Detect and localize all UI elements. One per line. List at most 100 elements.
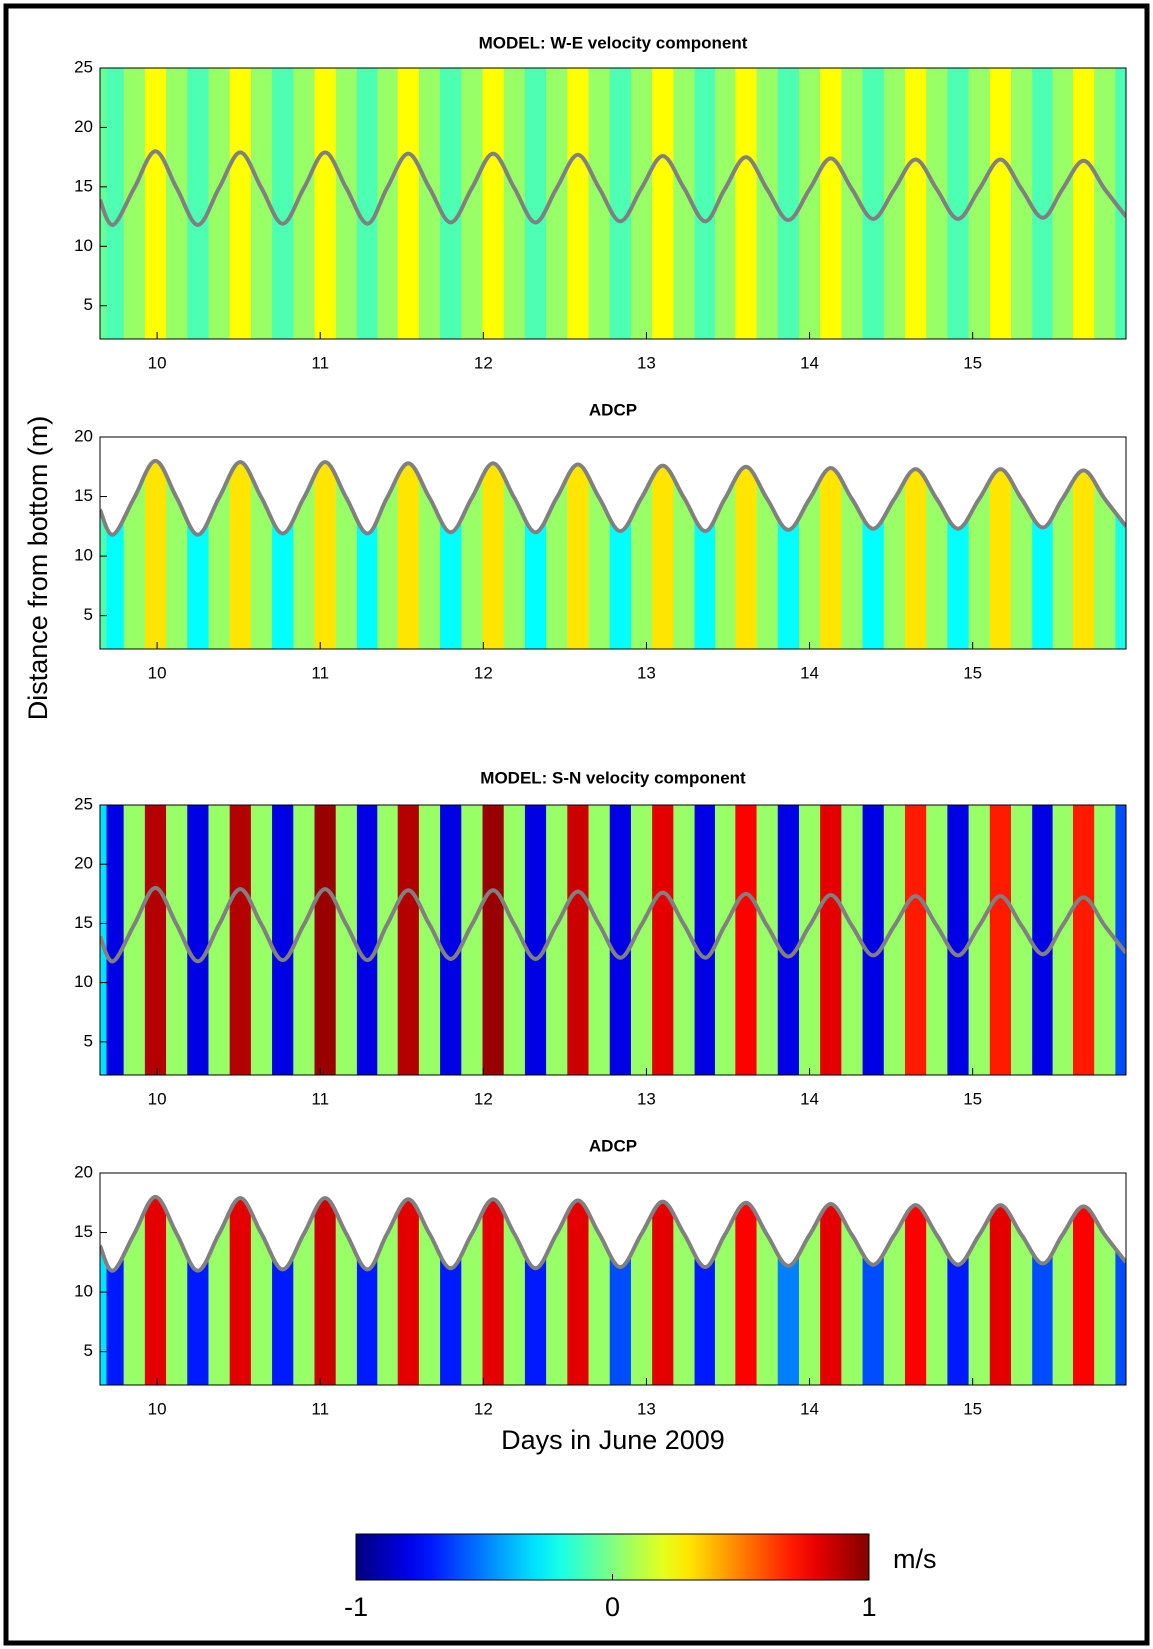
velocity-cell	[166, 805, 188, 1075]
velocity-cell	[482, 460, 505, 649]
x-tick-label: 10	[148, 1089, 167, 1108]
x-tick-label: 14	[800, 1399, 819, 1418]
x-tick-label: 15	[963, 1399, 982, 1418]
x-tick-label: 10	[148, 663, 167, 682]
velocity-cell	[714, 805, 736, 1075]
velocity-cell	[968, 1196, 991, 1385]
velocity-cell	[144, 1196, 167, 1385]
surface-line	[100, 149, 1126, 227]
velocity-cell	[756, 1196, 779, 1385]
velocity-cell	[820, 68, 842, 339]
velocity-cell	[1072, 68, 1095, 339]
y-tick-label: 20	[74, 854, 93, 873]
x-tick-label: 11	[311, 663, 329, 682]
velocity-cell	[1011, 460, 1033, 649]
velocity-cell	[820, 1196, 842, 1385]
velocity-cell	[904, 805, 927, 1075]
colorbar-label: m/s	[893, 1544, 937, 1574]
plot-frame	[99, 804, 1127, 1076]
velocity-cell	[694, 68, 716, 339]
velocity-cell	[673, 805, 696, 1075]
velocity-cell	[883, 68, 906, 339]
x-tick-label: 14	[800, 1089, 819, 1108]
y-tick-label: 5	[84, 1341, 93, 1360]
velocity-cell	[397, 68, 420, 339]
y-tick-label: 5	[84, 605, 93, 624]
x-tick-label: 12	[474, 353, 493, 372]
velocity-cell	[208, 805, 231, 1075]
velocity-cell	[926, 68, 948, 339]
velocity-cell	[418, 68, 441, 339]
x-tick-label: 12	[474, 663, 493, 682]
field	[100, 1194, 1126, 1385]
velocity-cell	[461, 1196, 484, 1385]
velocity-cell	[1011, 68, 1033, 339]
velocity-cell	[335, 68, 358, 339]
velocity-cell	[377, 68, 399, 339]
velocity-cell	[883, 805, 906, 1075]
field	[100, 805, 1126, 1075]
velocity-cell	[798, 805, 821, 1075]
velocity-cell	[397, 460, 420, 649]
y-tick-label: 15	[74, 913, 93, 932]
x-tick-label: 12	[474, 1399, 493, 1418]
velocity-cell	[440, 805, 462, 1075]
x-tick-label: 13	[637, 663, 656, 682]
velocity-cell	[106, 805, 125, 1075]
velocity-cell	[377, 805, 399, 1075]
velocity-cell	[1094, 805, 1116, 1075]
velocity-cell	[926, 1196, 948, 1385]
y-tick-label: 10	[74, 1282, 93, 1301]
velocity-cell	[1115, 460, 1126, 649]
surface-line	[100, 458, 1126, 537]
velocity-cell	[947, 805, 970, 1075]
field-water	[100, 460, 1126, 649]
velocity-cell	[798, 1196, 821, 1385]
velocity-cell	[567, 460, 590, 649]
velocity-cell	[272, 805, 294, 1075]
panel-title: ADCP	[589, 400, 637, 419]
velocity-cell	[904, 1196, 927, 1385]
velocity-cell	[862, 68, 885, 339]
velocity-cell	[356, 460, 378, 649]
velocity-cell	[1094, 460, 1116, 649]
velocity-cell	[735, 460, 758, 649]
velocity-cell	[673, 68, 696, 339]
velocity-cell	[904, 460, 927, 649]
velocity-cell	[989, 68, 1012, 339]
x-tick-label: 15	[963, 663, 982, 682]
velocity-cell	[461, 460, 484, 649]
velocity-cell	[100, 805, 108, 1075]
velocity-cell	[461, 805, 484, 1075]
velocity-cell	[418, 805, 441, 1075]
velocity-cell	[756, 805, 779, 1075]
velocity-cell	[735, 68, 758, 339]
velocity-cell	[356, 1196, 378, 1385]
y-tick-label: 5	[84, 1031, 93, 1050]
velocity-cell	[144, 460, 167, 649]
velocity-cell	[144, 805, 167, 1075]
velocity-cell	[314, 1196, 337, 1385]
y-tick-label: 20	[74, 426, 93, 445]
velocity-cell	[144, 68, 167, 339]
velocity-cell	[1032, 805, 1054, 1075]
velocity-cell	[229, 460, 252, 649]
velocity-cell	[546, 460, 568, 649]
x-tick-label: 13	[637, 1399, 656, 1418]
velocity-cell	[503, 460, 526, 649]
velocity-cell	[166, 460, 188, 649]
velocity-cell	[947, 460, 970, 649]
velocity-cell	[1072, 460, 1095, 649]
velocity-cell	[820, 460, 842, 649]
y-tick-label: 20	[74, 117, 93, 136]
y-tick-label: 25	[74, 57, 93, 76]
velocity-cell	[1052, 460, 1074, 649]
velocity-cell	[314, 805, 337, 1075]
x-tick-label: 15	[963, 353, 982, 372]
velocity-cell	[187, 460, 210, 649]
velocity-cell	[377, 1196, 399, 1385]
velocity-cell	[1052, 805, 1074, 1075]
velocity-cell	[630, 460, 653, 649]
y-tick-label: 10	[74, 972, 93, 991]
velocity-cell	[862, 805, 885, 1075]
